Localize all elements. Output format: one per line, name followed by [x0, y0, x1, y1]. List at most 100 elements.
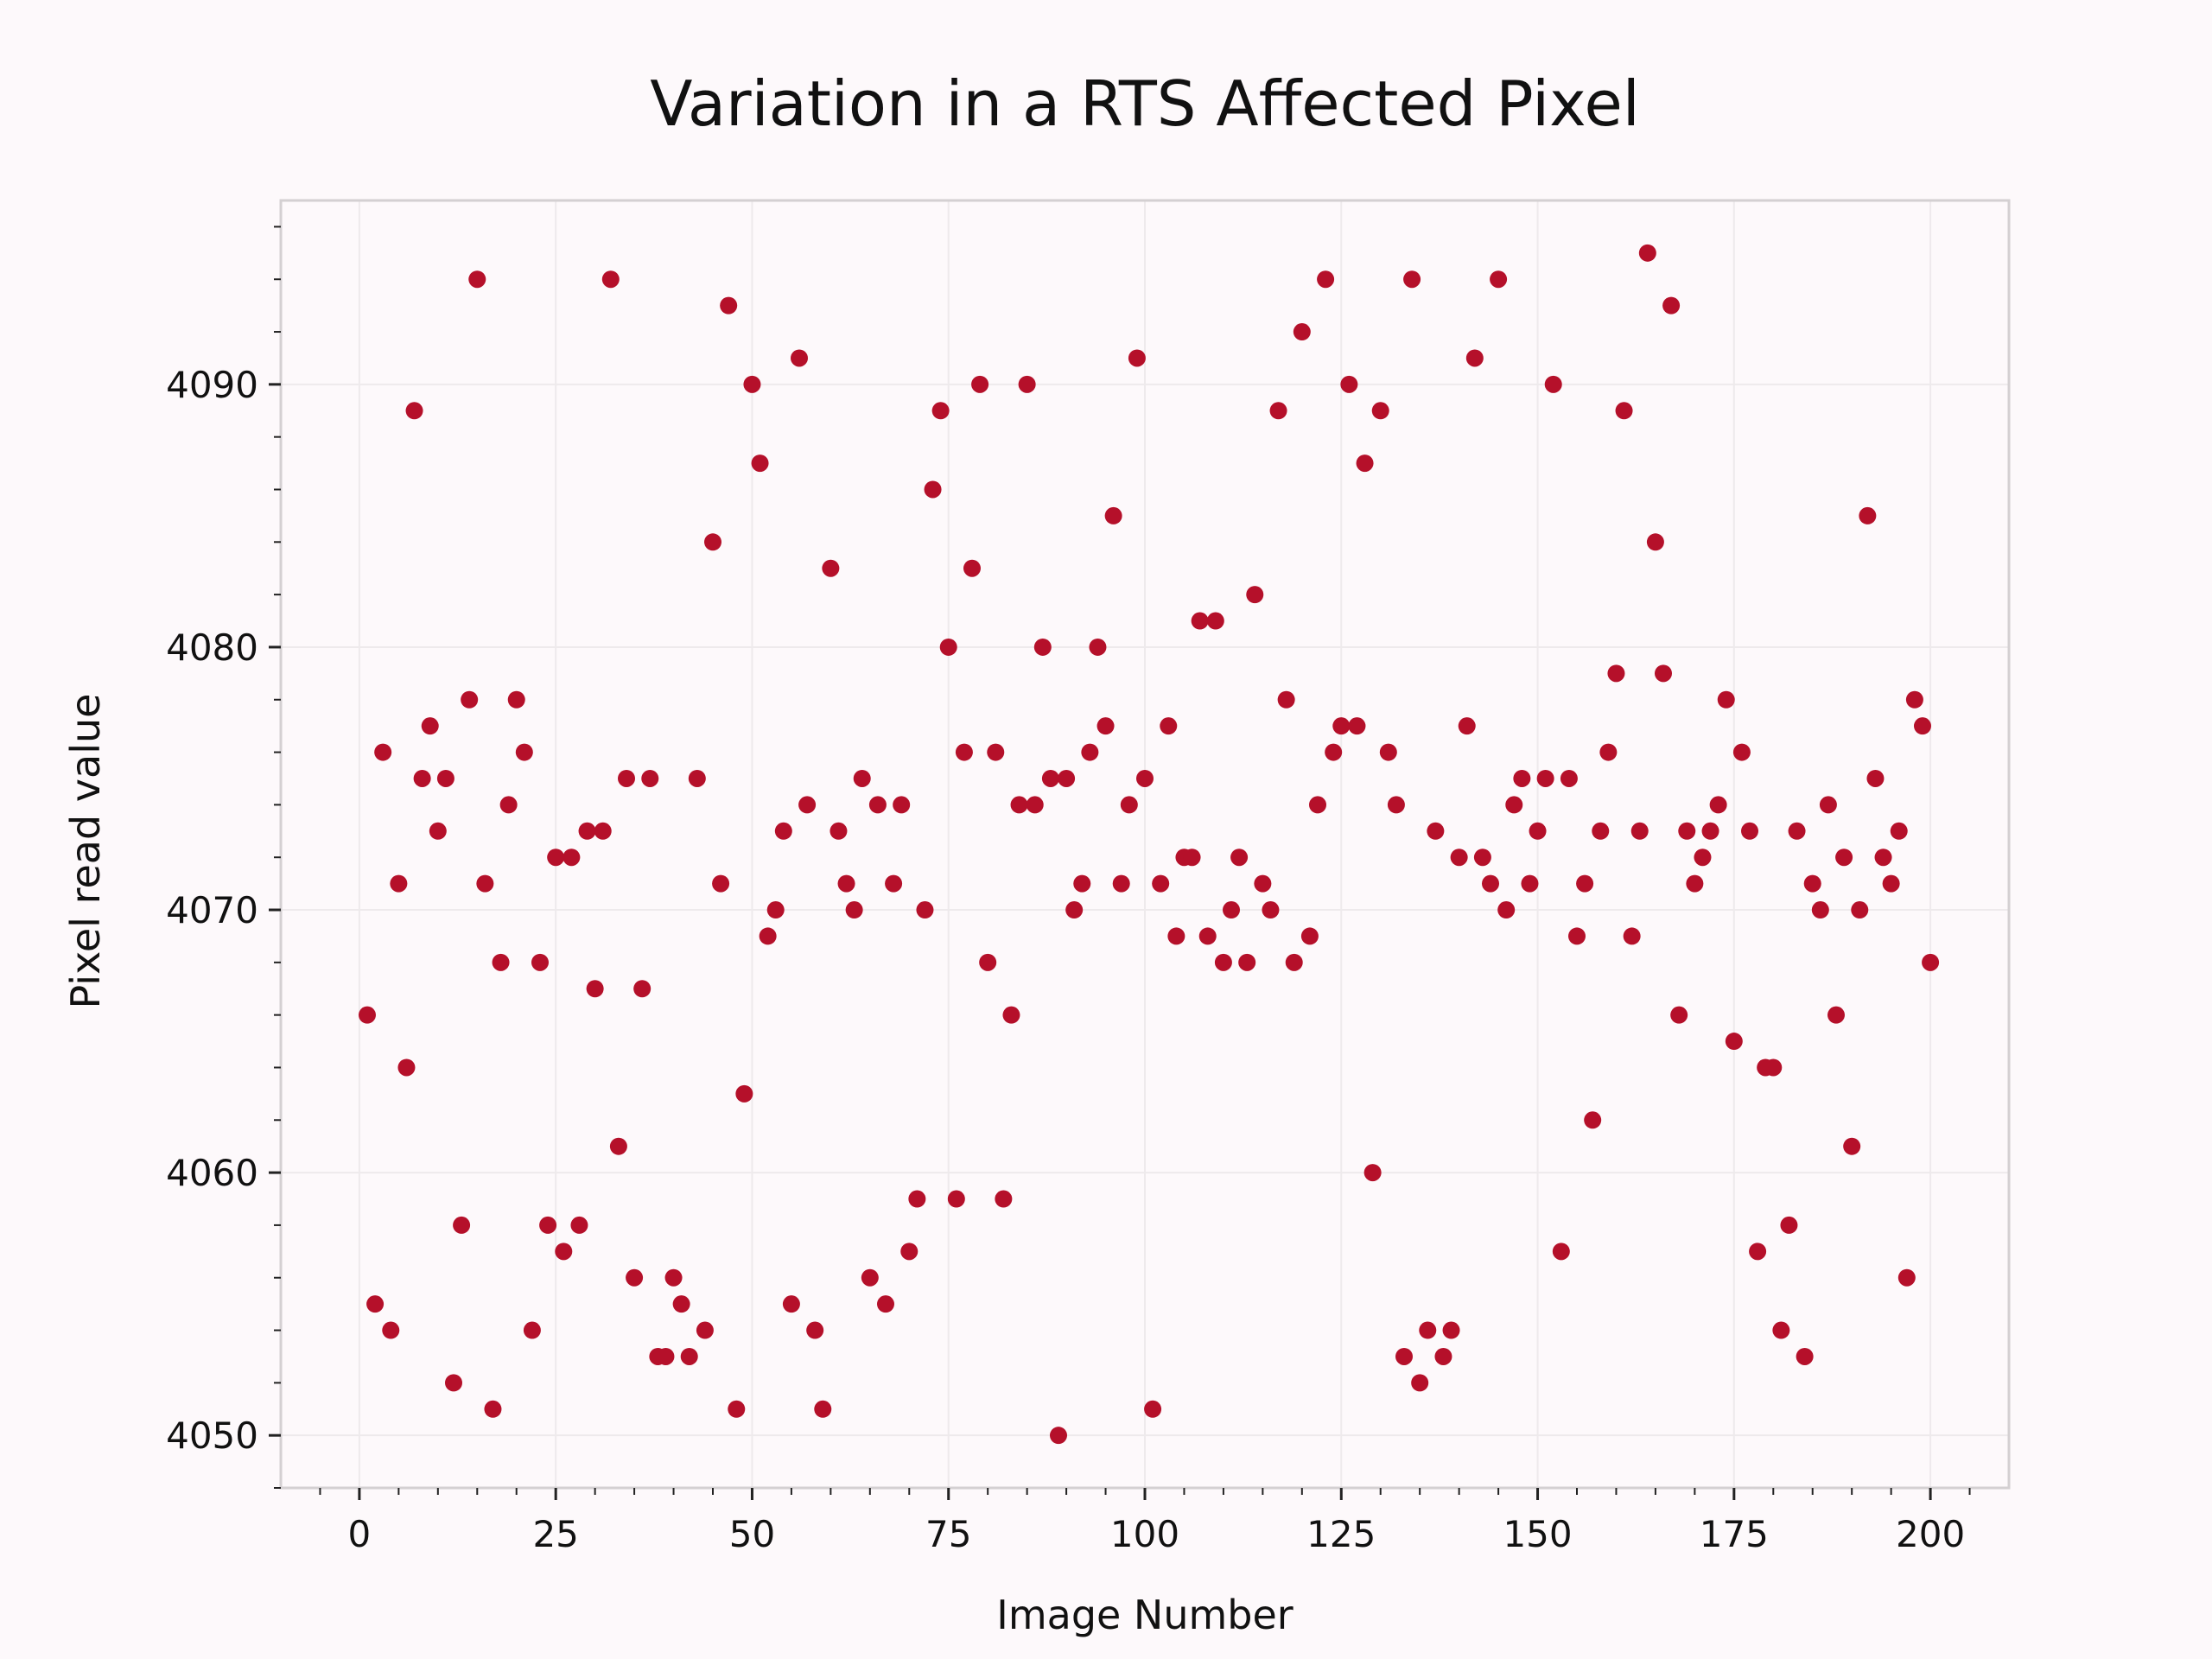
data-point	[539, 1216, 557, 1234]
data-point	[1442, 1321, 1460, 1339]
data-point	[1749, 1243, 1767, 1261]
data-point	[1505, 796, 1523, 814]
data-point	[1458, 717, 1476, 735]
data-point	[1379, 743, 1397, 761]
x-axis-label: Image Number	[996, 1592, 1294, 1638]
data-point	[1890, 822, 1908, 840]
data-point	[791, 349, 808, 367]
data-point	[837, 874, 855, 893]
data-point	[822, 559, 840, 577]
data-point	[499, 796, 518, 814]
data-point	[1128, 349, 1146, 367]
data-point	[1450, 849, 1468, 867]
data-point	[1246, 586, 1264, 604]
data-point	[1160, 717, 1178, 735]
data-point	[743, 375, 761, 393]
data-point	[1363, 1164, 1382, 1182]
data-point	[515, 743, 533, 761]
data-point	[893, 796, 911, 814]
data-point	[626, 1268, 644, 1287]
data-point	[1568, 927, 1586, 945]
data-point	[1065, 901, 1084, 919]
data-point	[1701, 822, 1719, 840]
data-point	[908, 1190, 926, 1208]
data-point	[1741, 822, 1758, 840]
data-point	[1576, 874, 1594, 893]
data-point	[1796, 1347, 1814, 1365]
data-point	[601, 270, 620, 289]
data-point	[461, 690, 479, 709]
data-point	[1764, 1058, 1783, 1077]
data-point	[484, 1400, 502, 1418]
data-point	[1811, 901, 1829, 919]
data-point	[720, 296, 738, 315]
data-point	[1026, 796, 1044, 814]
data-point	[390, 874, 408, 893]
data-point	[1473, 849, 1491, 867]
data-point	[359, 1006, 376, 1024]
data-point	[1033, 638, 1052, 656]
data-point	[1655, 664, 1672, 683]
x-tick-label: 200	[1896, 1513, 1965, 1555]
data-point	[531, 953, 549, 971]
data-point	[1332, 717, 1351, 735]
data-point	[1592, 822, 1610, 840]
data-point	[1371, 402, 1389, 420]
data-point	[570, 1216, 588, 1234]
data-points	[359, 244, 1940, 1445]
data-point	[633, 980, 652, 998]
data-point	[1544, 375, 1562, 393]
data-point	[618, 769, 635, 787]
data-point	[1309, 796, 1326, 814]
data-point	[1293, 323, 1311, 341]
data-point	[1827, 1006, 1845, 1024]
data-point	[1646, 533, 1664, 551]
data-point	[830, 822, 848, 840]
y-tick-label: 4060	[166, 1152, 258, 1194]
data-point	[1772, 1321, 1790, 1339]
data-point	[507, 690, 525, 709]
data-point	[1882, 874, 1900, 893]
data-point	[885, 874, 903, 893]
data-point	[641, 769, 659, 787]
data-point	[1638, 244, 1656, 262]
data-point	[1536, 769, 1554, 787]
axis-ticks: 0 25 50 75 100 125 150 175 200 4050 4060 4070 4080 40…	[166, 226, 1971, 1555]
data-point	[366, 1295, 385, 1313]
data-point	[1300, 927, 1319, 945]
data-point	[1073, 874, 1091, 893]
data-point	[1152, 874, 1170, 893]
data-point	[814, 1400, 832, 1418]
data-point	[1490, 270, 1508, 289]
data-point	[492, 953, 510, 971]
data-point	[1709, 796, 1727, 814]
data-point	[853, 769, 871, 787]
data-point	[924, 480, 942, 499]
grid	[281, 200, 2009, 1488]
data-point	[1851, 901, 1869, 919]
data-point	[1269, 402, 1287, 420]
data-point	[1010, 796, 1028, 814]
x-tick-label: 50	[729, 1513, 775, 1555]
data-point	[963, 559, 981, 577]
data-point	[759, 927, 777, 945]
data-point	[1167, 927, 1185, 945]
data-point	[594, 822, 612, 840]
data-point	[955, 743, 973, 761]
data-point	[429, 822, 447, 840]
data-point	[1732, 743, 1751, 761]
data-point	[845, 901, 863, 919]
data-point	[806, 1321, 824, 1339]
data-point	[1874, 849, 1892, 867]
data-point	[1277, 690, 1295, 709]
data-point	[1678, 822, 1696, 840]
data-point	[774, 822, 792, 840]
data-point	[947, 1190, 965, 1208]
data-point	[1513, 769, 1531, 787]
data-point	[578, 822, 596, 840]
data-point	[1914, 717, 1931, 735]
data-point	[987, 743, 1005, 761]
data-point	[1780, 1216, 1798, 1234]
data-point	[523, 1321, 541, 1339]
x-tick-label: 150	[1503, 1513, 1572, 1555]
